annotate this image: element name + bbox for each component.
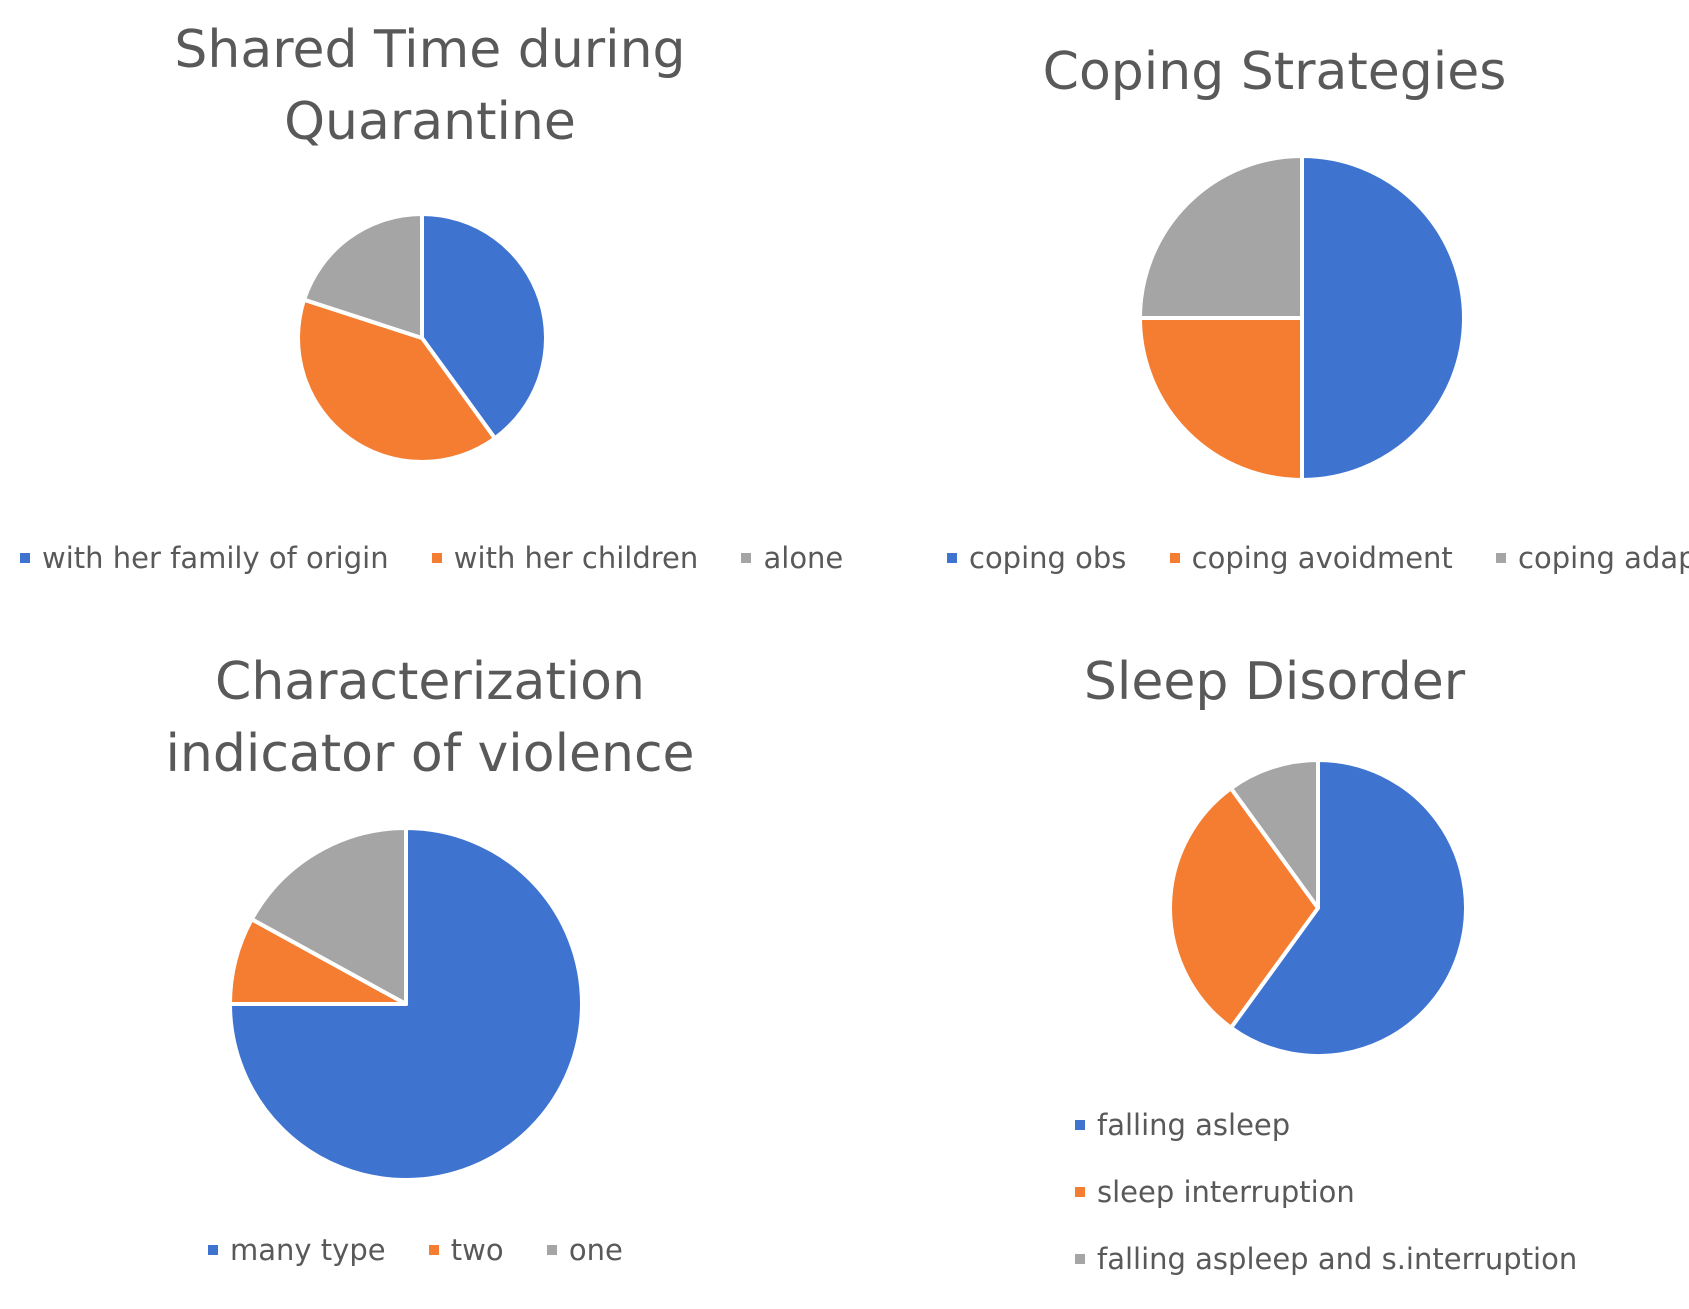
legend-swatch: [1075, 1187, 1085, 1197]
pie-slice-2: [296, 297, 497, 464]
pie-chart: [228, 826, 584, 1182]
legend-item: with her family of origin: [20, 541, 389, 575]
pie-slice-3: [1138, 154, 1304, 320]
pie-slice-1: [1229, 758, 1468, 1058]
legend: coping obs coping avoidment coping adapt: [947, 536, 1689, 575]
legend: many type two one: [208, 1228, 623, 1267]
legend-label: falling aspleep and s.interruption: [1097, 1242, 1578, 1276]
legend-label: with her family of origin: [42, 541, 389, 575]
legend: falling asleep sleep interruption fallin…: [1075, 1108, 1577, 1309]
legend-item: coping adapt: [1496, 541, 1689, 575]
legend-item: one: [546, 1233, 623, 1267]
pie-slice-1: [420, 212, 548, 441]
legend-swatch: [546, 1245, 557, 1255]
chart-title: Sleep Disorder: [1083, 652, 1466, 712]
legend-label: coping adapt: [1518, 541, 1689, 575]
legend-swatch: [741, 553, 752, 563]
chart-coping-strategies: Coping Strategies coping obs coping avoi…: [860, 0, 1689, 600]
pie-slice-3: [1229, 758, 1320, 910]
pie-chart: [296, 212, 548, 464]
legend-item: sleep interruption: [1075, 1175, 1577, 1209]
legend-label: one: [568, 1233, 623, 1267]
legend-label: two: [450, 1233, 504, 1267]
legend-item: with her children: [431, 541, 699, 575]
legend-label: alone: [763, 541, 844, 575]
legend-swatch: [431, 553, 442, 563]
legend-item: many type: [208, 1233, 386, 1267]
legend-item: alone: [741, 541, 843, 575]
legend-label: with her children: [453, 541, 699, 575]
chart-title: Coping Strategies: [1042, 42, 1507, 102]
pie-chart: [1138, 154, 1466, 482]
chart-shared-time: Shared Time during Quarantine with her f…: [0, 0, 860, 600]
legend-item: coping obs: [947, 541, 1126, 575]
legend-swatch: [1075, 1254, 1085, 1264]
legend-label: coping obs: [969, 541, 1127, 575]
pie-slice-3: [302, 212, 424, 340]
pie-slice-2: [1138, 316, 1304, 482]
legend-swatch: [1496, 553, 1507, 563]
legend-swatch: [1075, 1120, 1085, 1130]
legend-swatch: [1169, 553, 1180, 563]
legend-label: many type: [230, 1233, 386, 1267]
legend-item: coping avoidment: [1169, 541, 1453, 575]
legend: with her family of origin with her child…: [20, 536, 843, 575]
legend-label: falling asleep: [1097, 1108, 1291, 1142]
legend-item: falling asleep: [1075, 1108, 1577, 1142]
pie-slice-3: [249, 826, 408, 1006]
legend-swatch: [20, 553, 30, 563]
legend-item: two: [428, 1233, 504, 1267]
pie-slice-1: [1300, 154, 1466, 482]
chart-sleep-disorder: Sleep Disorder falling asleep sleep inte…: [860, 620, 1689, 1299]
legend-swatch: [428, 1245, 439, 1255]
chart-violence-indicator: Characterization indicator of violence m…: [0, 620, 860, 1299]
legend-label: sleep interruption: [1097, 1175, 1355, 1209]
pie-chart: [1168, 758, 1468, 1058]
legend-label: coping avoidment: [1191, 541, 1453, 575]
pie-slice-1: [228, 826, 584, 1182]
legend-item: falling aspleep and s.interruption: [1075, 1242, 1577, 1276]
chart-title: Shared Time during Quarantine: [174, 20, 686, 152]
pie-slice-2: [1168, 786, 1320, 1030]
legend-swatch: [208, 1245, 218, 1255]
chart-title: Characterization indicator of violence: [165, 652, 695, 784]
legend-swatch: [947, 553, 957, 563]
